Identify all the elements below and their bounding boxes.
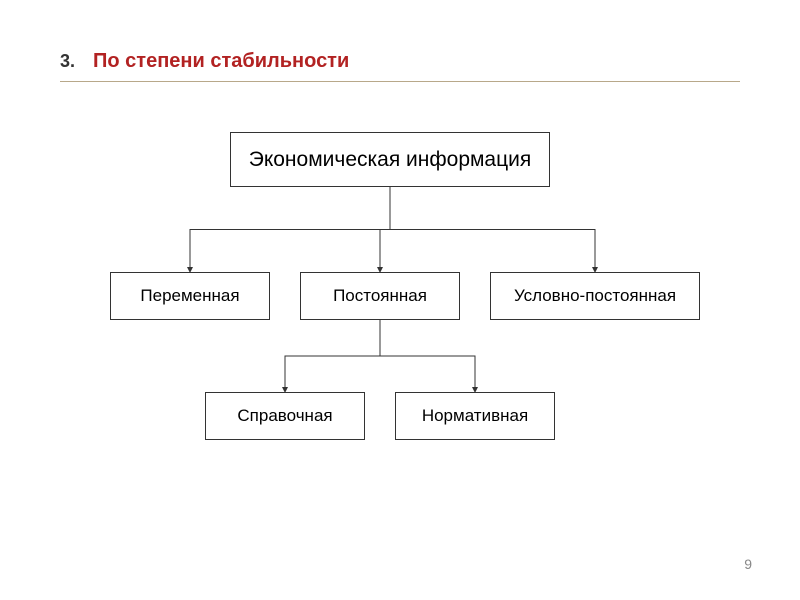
node-n1: Переменная — [110, 272, 270, 320]
slide-container: 3. По степени стабильности Экономическая… — [0, 0, 800, 600]
edge-root-n1 — [190, 187, 390, 272]
slide-title-row: 3. По степени стабильности — [60, 50, 740, 73]
node-n3: Условно-постоянная — [490, 272, 700, 320]
node-n4: Справочная — [205, 392, 365, 440]
node-n5: Нормативная — [395, 392, 555, 440]
edge-n2-n5 — [380, 320, 475, 392]
tree-diagram: Экономическая информация Переменная Постоя… — [60, 132, 740, 482]
edge-n2-n4 — [285, 320, 380, 392]
node-n2: Постоянная — [300, 272, 460, 320]
edge-root-n3 — [390, 187, 595, 272]
title-number: 3. — [60, 51, 75, 72]
page-number: 9 — [744, 556, 752, 572]
title-divider — [60, 81, 740, 82]
node-root: Экономическая информация — [230, 132, 550, 187]
title-text: По степени стабильности — [93, 50, 349, 73]
edge-root-n2 — [380, 187, 390, 272]
